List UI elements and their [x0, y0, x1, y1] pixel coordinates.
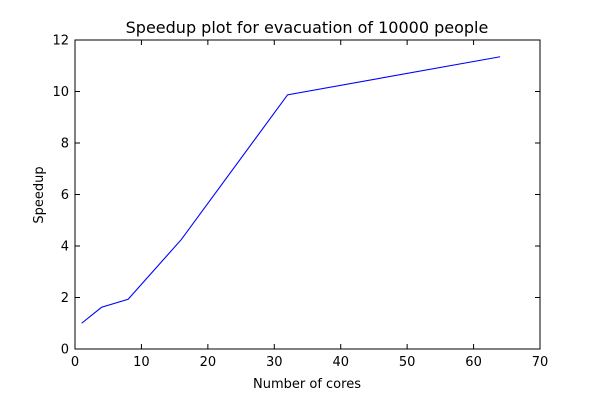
y-axis-label: Speedup [32, 166, 47, 223]
y-tick-label: 0 [61, 343, 69, 358]
x-tick-label: 60 [465, 355, 482, 370]
y-tick-label: 10 [52, 85, 69, 100]
x-axis-label: Number of cores [253, 377, 361, 392]
y-tick-label: 8 [61, 137, 69, 152]
ticks-layer: 0 10 20 30 40 50 60 70 0 2 4 6 8 10 12 [52, 34, 548, 371]
x-tick-label: 30 [266, 355, 283, 370]
x-tick-label: 70 [532, 355, 549, 370]
y-tick-label: 6 [61, 188, 69, 203]
x-tick-label: 10 [133, 355, 150, 370]
series-layer [81, 56, 501, 324]
x-tick-label: 0 [71, 355, 79, 370]
y-tick-label: 2 [61, 291, 69, 306]
y-tick-label: 4 [61, 240, 69, 255]
speedup-series-line [81, 56, 501, 324]
x-tick-label: 20 [200, 355, 217, 370]
x-tick-label: 40 [332, 355, 349, 370]
plot-frame [74, 39, 541, 350]
y-tick-label: 12 [52, 34, 69, 49]
chart-title: Speedup plot for evacuation of 10000 peo… [126, 18, 489, 37]
x-tick-label: 50 [399, 355, 416, 370]
